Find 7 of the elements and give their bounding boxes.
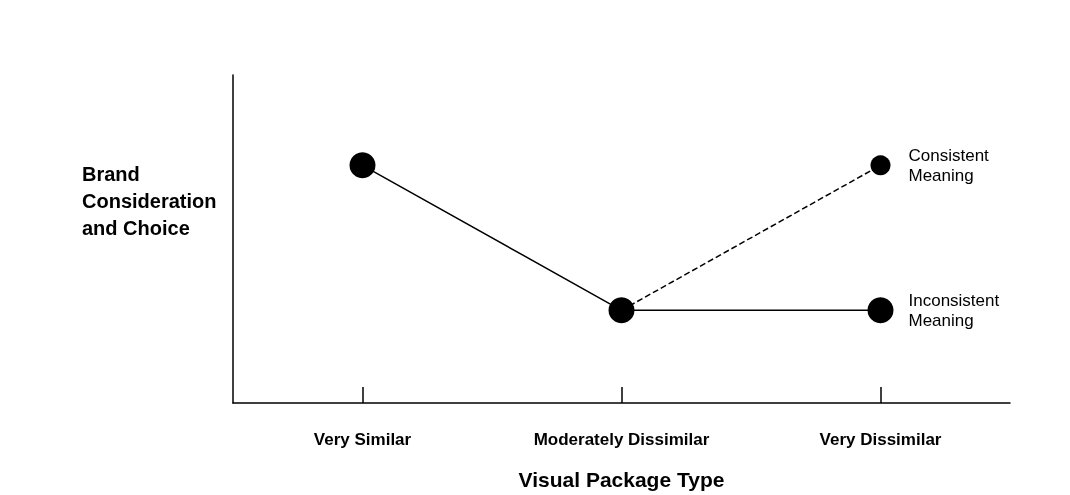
- x-tick-label: Moderately Dissimilar: [533, 430, 710, 449]
- x-tick-label: Very Dissimilar: [819, 430, 942, 449]
- series-label: Inconsistent Meaning: [908, 290, 1004, 330]
- y-axis-title: Brand Consideration and Choice: [82, 162, 223, 239]
- series-label: Consistent Meaning: [908, 145, 994, 185]
- x-tick-label: Very Similar: [313, 430, 412, 449]
- x-axis-title: Visual Package Type: [518, 468, 725, 491]
